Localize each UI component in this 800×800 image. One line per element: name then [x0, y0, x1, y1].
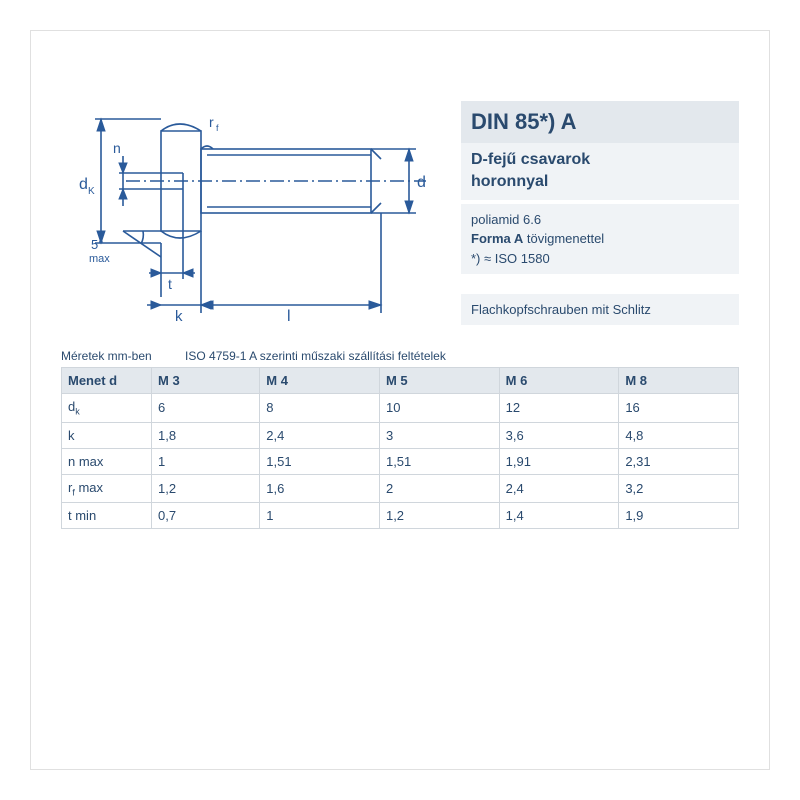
table-row: dk68101216	[62, 394, 739, 423]
material-block: poliamid 6.6 Forma A tövigmenettel *) ≈ …	[461, 204, 739, 275]
table-row: n max11,511,511,912,31	[62, 448, 739, 474]
cell: 6	[152, 394, 260, 423]
page-frame: r f d K n	[30, 30, 770, 770]
row-label: k	[62, 422, 152, 448]
cell: 12	[499, 394, 619, 423]
table-row: t min0,711,21,41,9	[62, 503, 739, 529]
cell: 1,2	[379, 503, 499, 529]
subtitle-line2: horonnyal	[471, 173, 548, 190]
svg-text:f: f	[216, 123, 219, 133]
svg-text:max: max	[89, 253, 110, 265]
svg-text:5°: 5°	[91, 237, 103, 252]
cell: 2,4	[260, 422, 380, 448]
form-line: Forma A tövigmenettel	[471, 229, 729, 249]
cell: 2,4	[499, 474, 619, 503]
cell: 1	[260, 503, 380, 529]
row-label: rf max	[62, 474, 152, 503]
cell: 3,6	[499, 422, 619, 448]
cell: 1	[152, 448, 260, 474]
row-label: t min	[62, 503, 152, 529]
cell: 3	[379, 422, 499, 448]
row-label: n max	[62, 448, 152, 474]
dimensions-table: Menet dM 3M 4M 5M 6M 8 dk68101216k1,82,4…	[61, 367, 739, 529]
svg-text:d: d	[79, 176, 88, 193]
cell: 1,51	[260, 448, 380, 474]
cell: 2	[379, 474, 499, 503]
cell: 0,7	[152, 503, 260, 529]
svg-text:k: k	[175, 308, 183, 325]
cell: 1,4	[499, 503, 619, 529]
material-line: poliamid 6.6	[471, 210, 729, 230]
col-header: M 4	[260, 368, 380, 394]
cell: 16	[619, 394, 739, 423]
cell: 1,8	[152, 422, 260, 448]
cell: 1,9	[619, 503, 739, 529]
info-panel: DIN 85*) A D-fejű csavarok horonnyal pol…	[461, 61, 739, 331]
svg-text:l: l	[287, 308, 291, 325]
top-section: r f d K n	[31, 31, 769, 341]
col-header: M 3	[152, 368, 260, 394]
standard-title: DIN 85*) A	[461, 101, 739, 143]
units-label: Méretek mm-ben	[61, 349, 152, 363]
col-header: M 5	[379, 368, 499, 394]
table-row: rf max1,21,622,43,2	[62, 474, 739, 503]
svg-text:d: d	[417, 174, 426, 191]
svg-text:n: n	[113, 140, 121, 156]
cell: 1,91	[499, 448, 619, 474]
german-name: Flachkopfschrauben mit Schlitz	[461, 294, 739, 325]
cell: 1,2	[152, 474, 260, 503]
col-header-label: Menet d	[62, 368, 152, 394]
table-row: k1,82,433,64,8	[62, 422, 739, 448]
cell: 3,2	[619, 474, 739, 503]
subtitle-line1: D-fejű csavarok	[471, 151, 590, 168]
cell: 4,8	[619, 422, 739, 448]
cell: 1,51	[379, 448, 499, 474]
equiv-line: *) ≈ ISO 1580	[471, 249, 729, 269]
cell: 10	[379, 394, 499, 423]
cell: 8	[260, 394, 380, 423]
screw-diagram: r f d K n	[61, 61, 441, 331]
cell: 2,31	[619, 448, 739, 474]
col-header: M 8	[619, 368, 739, 394]
col-header: M 6	[499, 368, 619, 394]
svg-text:r: r	[209, 114, 214, 130]
table-caption: Méretek mm-ben ISO 4759-1 A szerinti műs…	[31, 341, 769, 367]
cell: 1,6	[260, 474, 380, 503]
spec-label: ISO 4759-1 A szerinti műszaki szállítási…	[185, 349, 446, 363]
row-label: dk	[62, 394, 152, 423]
svg-text:K: K	[88, 186, 95, 197]
standard-subtitle: D-fejű csavarok horonnyal	[461, 143, 739, 200]
svg-text:t: t	[168, 276, 172, 292]
